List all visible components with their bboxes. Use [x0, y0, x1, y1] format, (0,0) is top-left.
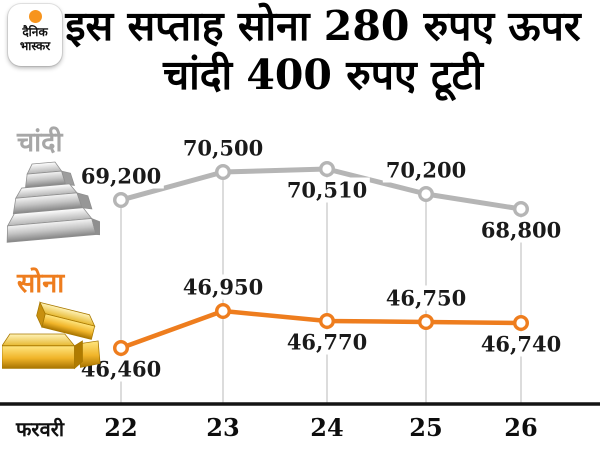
legend-gold-label: सोना	[17, 268, 65, 299]
silver-data-point	[319, 160, 336, 177]
gold-value-label: 46,750	[382, 285, 470, 311]
sun-dot-icon	[28, 10, 42, 23]
gold-data-point	[214, 303, 231, 320]
silver-value-label: 70,500	[179, 135, 267, 161]
headline-line2: चांदी 400 रुपए टूटी	[163, 51, 483, 99]
x-tick-label: 26	[504, 413, 538, 442]
silver-data-point	[214, 163, 231, 180]
x-tick-label: 23	[206, 413, 240, 442]
gold-data-point	[112, 340, 129, 357]
silver-value-label: 68,800	[477, 217, 565, 243]
gold-value-label: 46,950	[179, 274, 267, 300]
gold-data-point	[418, 314, 435, 331]
silver-data-point	[418, 185, 435, 202]
x-tick-label: 22	[104, 413, 138, 442]
gold-value-label: 46,740	[477, 331, 565, 357]
legend-silver-label: चांदी	[17, 127, 63, 158]
dainik-bhaskar-logo: दैनिक भास्कर	[8, 4, 62, 66]
gold-bars-icon	[2, 301, 101, 370]
x-tick-label: 24	[310, 413, 344, 442]
x-axis-month-label: फरवरी	[16, 417, 65, 441]
headline: इस सप्ताह सोना 280 रुपए ऊपर चांदी 400 रु…	[58, 2, 588, 100]
silver-value-label: 69,200	[77, 163, 165, 189]
x-tick-label: 25	[409, 413, 443, 442]
silver-data-point	[513, 200, 530, 217]
headline-line1: इस सप्ताह सोना 280 रुपए ऊपर	[65, 2, 581, 50]
gold-data-point	[319, 313, 336, 330]
gold-value-label: 46,770	[283, 329, 371, 355]
silver-value-label: 70,510	[283, 177, 371, 203]
logo-text-line2: भास्कर	[19, 38, 51, 53]
silver-bars-icon	[6, 161, 100, 243]
silver-value-label: 70,200	[382, 157, 470, 183]
logo-text-line1: दैनिक	[22, 25, 48, 39]
gold-data-point	[513, 315, 530, 332]
silver-data-point	[112, 191, 129, 208]
